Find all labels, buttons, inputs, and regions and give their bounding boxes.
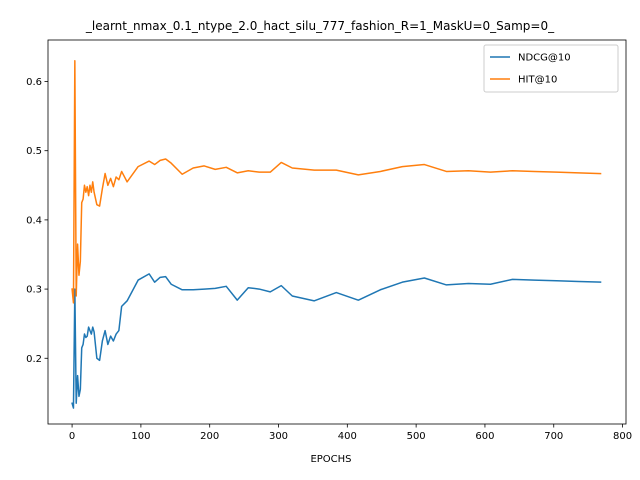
- x-tick-label: 600: [475, 431, 494, 442]
- series-line-ndcg-10: [71, 273, 602, 409]
- y-tick-label: 0.6: [26, 77, 42, 88]
- x-tick-label: 800: [613, 431, 632, 442]
- x-tick-label: 100: [131, 431, 150, 442]
- legend: NDCG@10 HIT@10: [483, 44, 619, 93]
- legend-label: HIT@10: [518, 75, 557, 86]
- y-tick-label: 0.4: [26, 215, 42, 226]
- y-tick-label: 0.5: [26, 146, 42, 157]
- y-tick-label: 0.3: [26, 285, 42, 296]
- x-tick-label: 0: [69, 431, 75, 442]
- plot-area: [48, 40, 626, 424]
- y-tick-label: 0.2: [26, 354, 42, 365]
- axes-layer: 0 100 200 300 400 500 600 700 800 0.2 0.3 0.4 0.5 0.6: [26, 39, 632, 442]
- axes-frame: [47, 39, 627, 425]
- x-axis-label: EPOCHS: [310, 454, 351, 465]
- x-tick-label: 500: [407, 431, 426, 442]
- legend-label: NDCG@10: [518, 53, 571, 64]
- x-tick-label: 700: [544, 431, 563, 442]
- chart-title: _learnt_nmax_0.1_ntype_2.0_hact_silu_777…: [85, 19, 555, 33]
- series-line-hit-10: [71, 60, 602, 304]
- x-tick-label: 200: [200, 431, 219, 442]
- series-layer: [71, 60, 602, 409]
- x-tick-label: 400: [338, 431, 357, 442]
- x-tick-label: 300: [269, 431, 288, 442]
- legend-box: [483, 44, 619, 93]
